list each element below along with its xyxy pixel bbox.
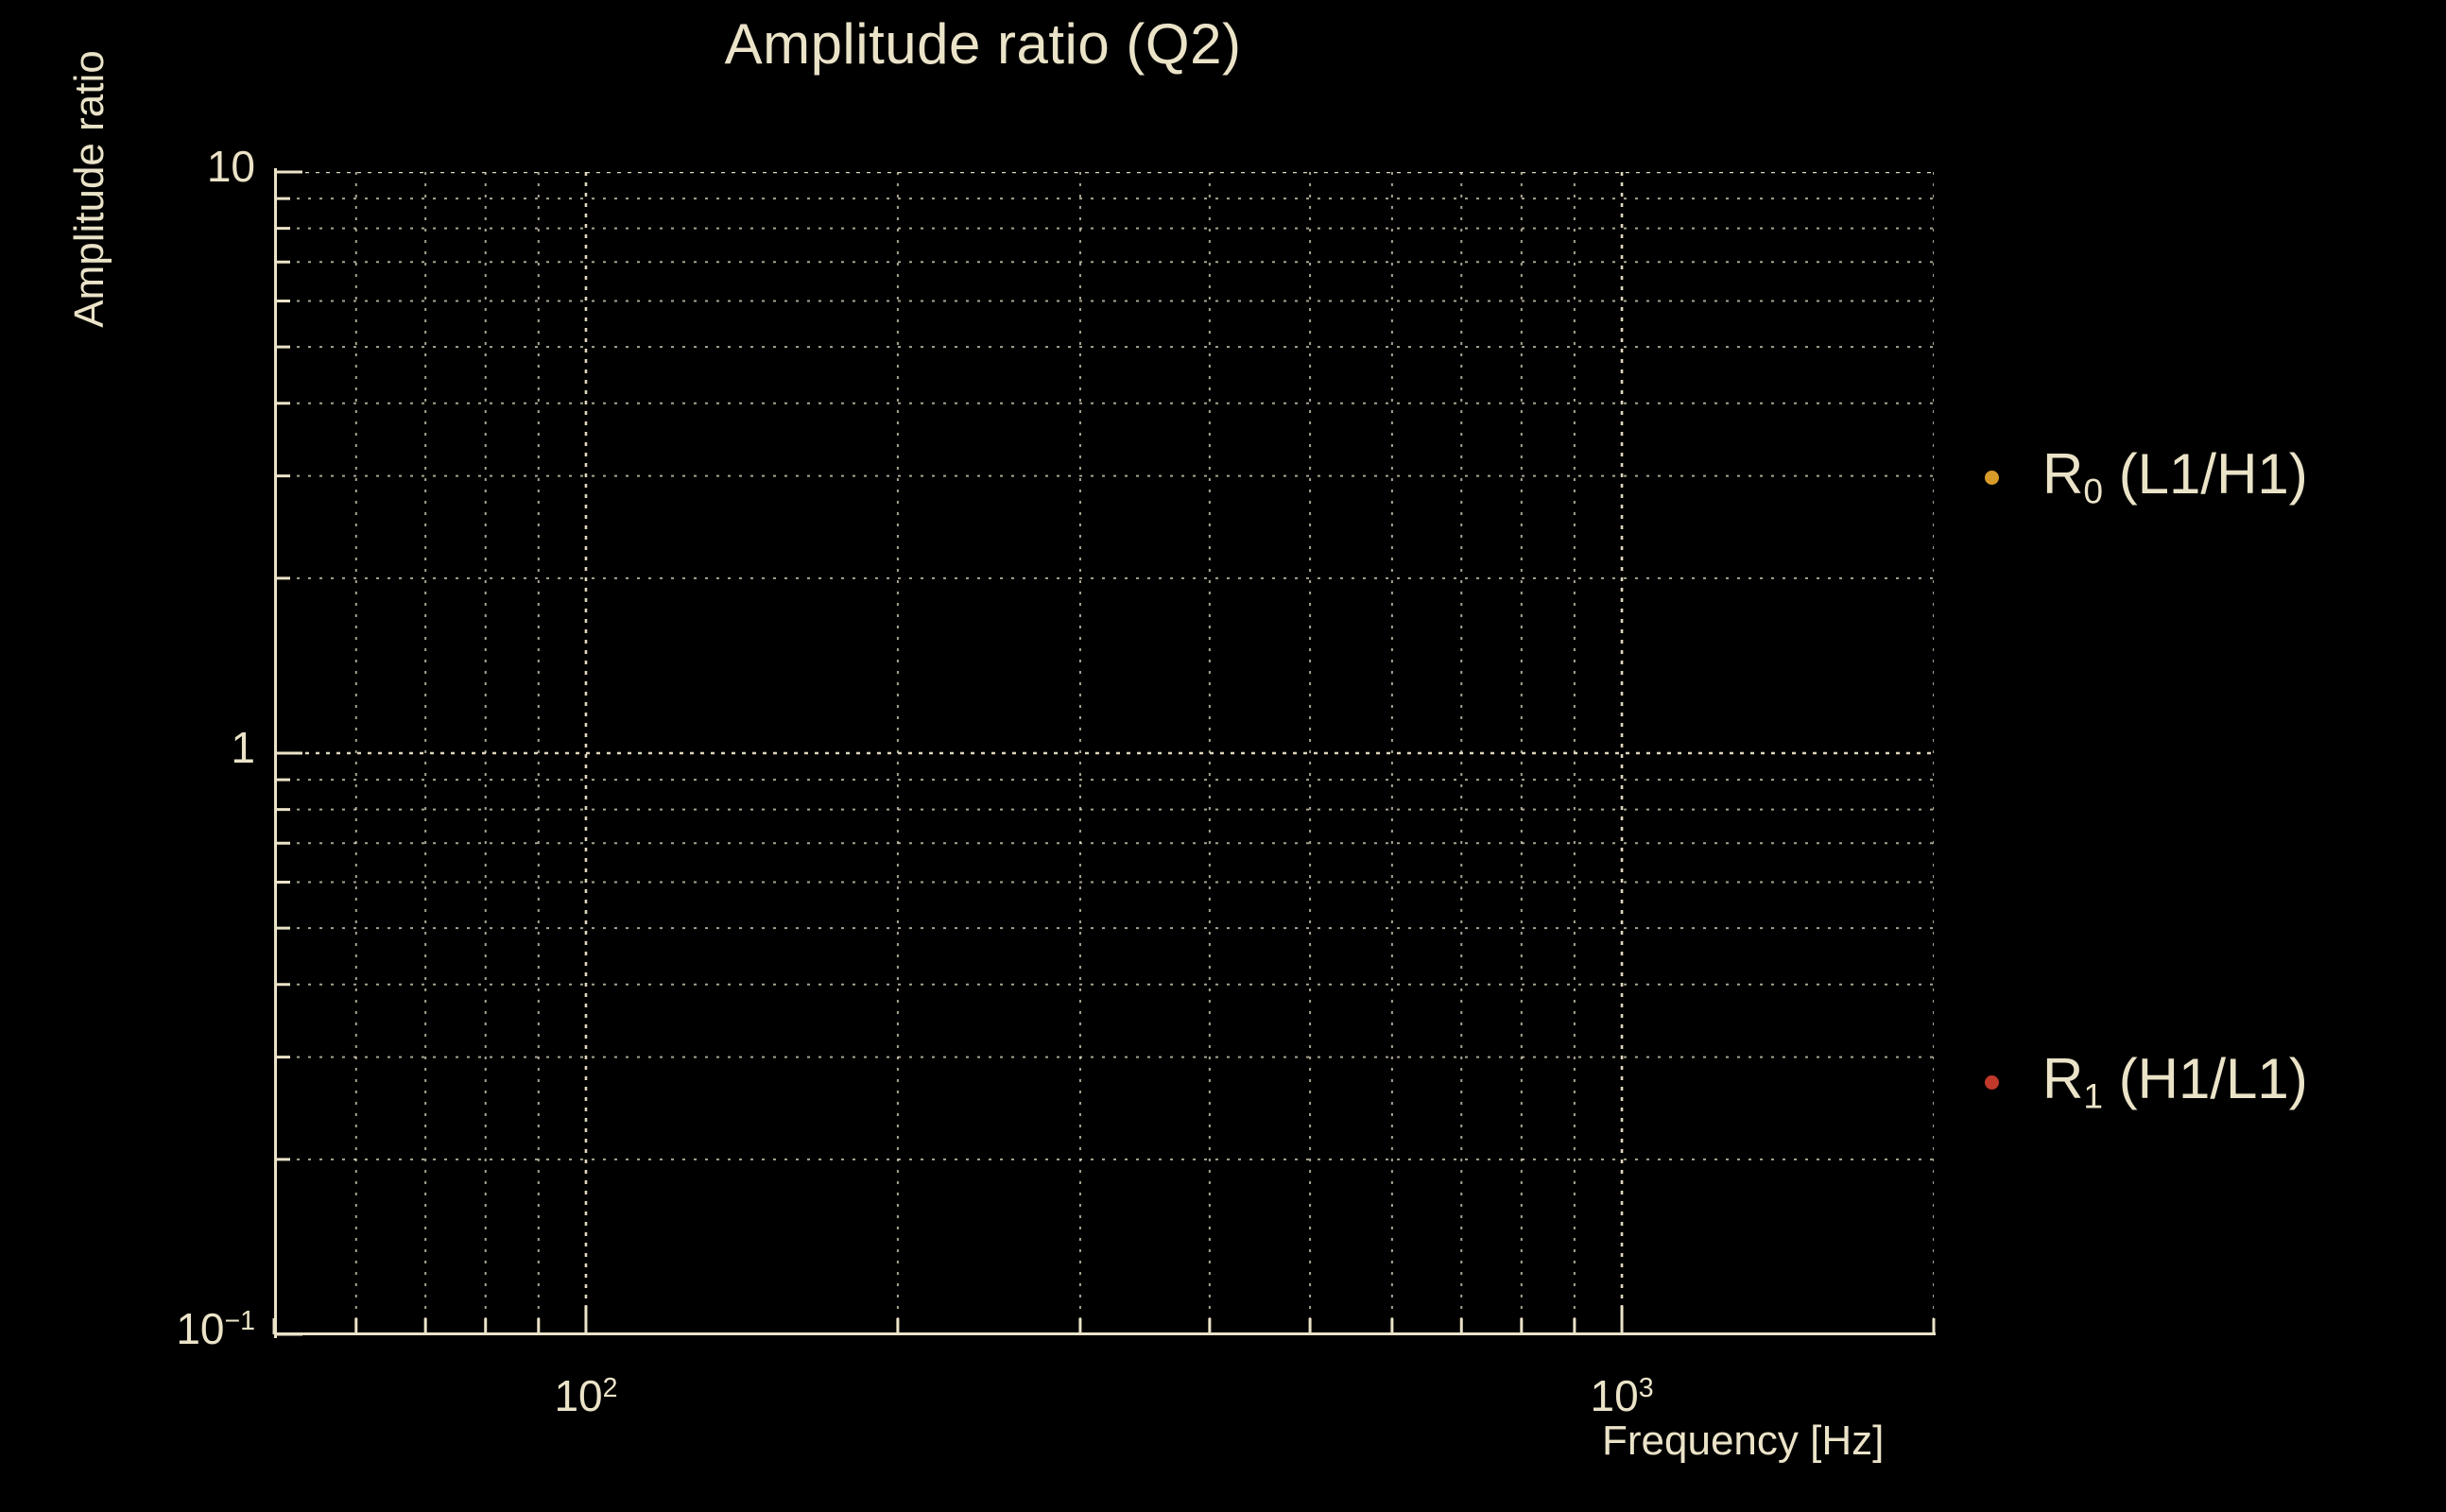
y-axis-tick-labels: 10 1 10−1	[0, 0, 257, 1512]
y-tick-label-0p1: 10−1	[176, 1304, 255, 1353]
legend-marker-dot-r0	[1985, 470, 1999, 485]
grid-lines	[274, 172, 1934, 1334]
legend: R0 (L1/H1) R1 (H1/L1)	[1985, 172, 2429, 1334]
y-tick-label-10: 10	[206, 142, 255, 191]
legend-marker-dot-r1	[1985, 1074, 1999, 1090]
legend-label-r0: R0 (L1/H1)	[2042, 442, 2308, 511]
legend-item-r0[interactable]: R0 (L1/H1)	[1985, 446, 2308, 509]
legend-label-r1: R1 (H1/L1)	[2042, 1047, 2308, 1116]
x-tick-label-1e3: 103	[1590, 1371, 1654, 1420]
y-tick-label-1: 1	[231, 723, 255, 772]
page-title: Amplitude ratio (Q2)	[724, 12, 1242, 76]
x-axis-title: Frequency [Hz]	[1602, 1418, 1885, 1464]
x-axis-spine	[274, 1332, 1936, 1335]
plot-area	[274, 172, 1934, 1334]
x-tick-label-1e2: 102	[554, 1371, 618, 1420]
legend-item-r1[interactable]: R1 (H1/L1)	[1985, 1051, 2308, 1114]
